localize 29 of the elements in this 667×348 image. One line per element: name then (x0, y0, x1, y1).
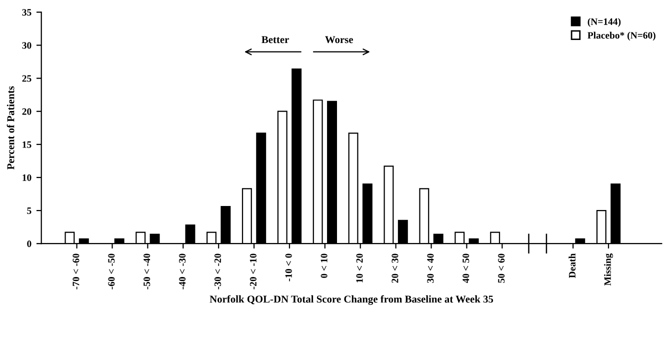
legend-label: (N=144) (588, 18, 621, 27)
x-tick-label: 30 < 40 (427, 254, 434, 283)
x-axis-title: Norfolk QOL-DN Total Score Change from Baseline at Week 35 (210, 295, 494, 305)
x-tick-label: -60 < -50 (108, 254, 115, 290)
x-tick-label: -20 < -10 (250, 254, 256, 290)
annotation: Better (262, 36, 289, 44)
y-tick-label: 10 (22, 174, 32, 181)
x-tick-label: -50 < -40 (144, 254, 150, 290)
y-tick-label: 15 (22, 141, 32, 148)
x-tick-label: -70 < -60 (72, 254, 80, 290)
x-tick-label: 40 < 50 (462, 254, 470, 284)
x-tick-label: 10 < 20 (356, 254, 363, 282)
y-axis-title: Percent of Patients (6, 86, 14, 170)
y-tick-label: 0 (27, 240, 32, 248)
y-tick-label: 25 (22, 75, 32, 82)
x-tick-label: -40 < -30 (179, 254, 186, 290)
x-tick-label: 0 < 10 (320, 254, 328, 278)
y-tick-label: 35 (22, 9, 32, 16)
x-tick-label: 20 < 30 (392, 254, 398, 283)
annotation: Worse (325, 36, 354, 44)
legend-label: Placebo* (N=60) (588, 32, 656, 41)
x-tick-label: Death (568, 253, 576, 278)
x-tick-label: Missing (604, 253, 613, 286)
x-tick-label: -10 < 0 (285, 254, 292, 282)
y-tick-label: 20 (22, 108, 32, 115)
x-tick-label: -30 < -20 (214, 254, 222, 290)
y-tick-label: 30 (22, 42, 32, 49)
x-tick-label: 50 < 60 (498, 254, 505, 283)
y-tick-label: 5 (27, 208, 32, 214)
